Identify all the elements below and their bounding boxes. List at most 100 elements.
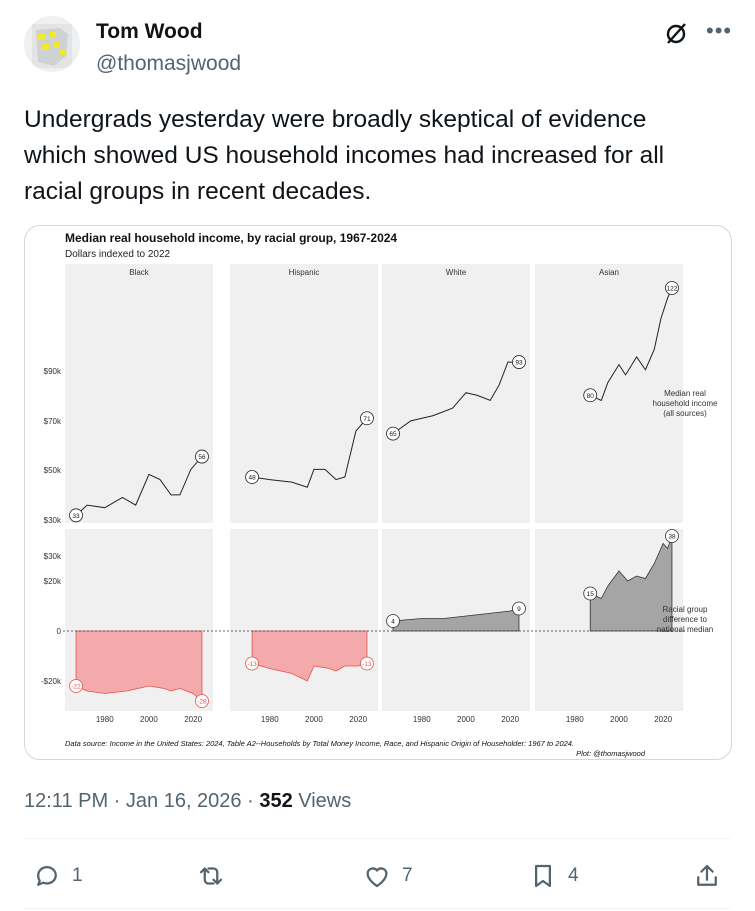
xtick-white-1980: 1980 [413,715,431,724]
xtick-asian-2020: 2020 [654,715,672,724]
timestamp[interactable]: 12:11 PM · Jan 16, 2026 · [24,790,260,812]
author-name[interactable]: Tom Wood [96,20,203,43]
tweet-text: Undergrads yesterday were broadly skepti… [24,106,665,205]
panel-bottom-hispanic [230,529,378,711]
reply-button[interactable]: 1 [32,858,83,894]
gap-label-asian-end: 38 [668,534,676,541]
income-label-circle-asian-end [665,281,679,295]
income-label-asian-end: 122 [667,286,678,293]
gap-label-circle-black-start [69,679,83,693]
chart-title: Median real household income, by racial … [65,231,397,245]
gap-label-circle-hispanic-start [245,656,259,671]
share-icon [697,864,717,886]
gap-label-hispanic-start: -13 [247,661,257,668]
panel-strip-white: White [446,268,467,277]
gap-label-black-start: -22 [71,684,81,691]
ytick-bottom-20k: $20k [44,577,62,586]
grok-icon[interactable] [662,20,690,48]
ytick-bottom-neg20k: -$20k [41,677,62,686]
gap-label-white-end: 9 [517,606,521,613]
gap-area-white [392,607,520,632]
tweet-media-chart[interactable]: Median real household income, by racial … [24,225,732,760]
ytick-top-50k: $50k [44,466,62,475]
xtick-black-1980: 1980 [96,715,114,724]
income-line-white [392,361,519,435]
panel-strip-asian: Asian [599,268,619,277]
reply-icon [37,866,57,886]
row2-label-1: Racial group [663,605,708,614]
ytick-top-90k: $90k [44,367,62,376]
row1-label-3: (all sources) [663,409,707,418]
avatar[interactable] [24,16,80,72]
income-label-circle-black-end [195,449,209,464]
xtick-asian-1980: 1980 [566,715,584,724]
panel-strip-black: Black [129,268,150,277]
gap-label-hispanic-end: -13 [362,661,372,668]
gap-label-circle-hispanic-end [360,656,374,671]
panel-top-white [382,264,530,523]
views-count: 352 [259,790,293,812]
income-label-hispanic-start: 48 [248,475,256,482]
reply-count: 1 [72,865,83,886]
xtick-asian-2000: 2000 [610,715,628,724]
row2-label-3: national median [657,625,713,634]
income-label-circle-hispanic-end [360,411,374,426]
xtick-hispanic-2020: 2020 [349,715,367,724]
divider [24,838,730,839]
gap-label-circle-asian-end [665,529,679,543]
gap-label-circle-white-start [386,614,400,628]
chart-svg: Median real household income, by racial … [41,231,718,758]
bookmark-icon [535,864,551,888]
gap-label-black-end: -28 [197,699,207,706]
chart-subtitle: Dollars indexed to 2022 [65,249,171,260]
tweet-meta: 12:11 PM · Jan 16, 2026 · 352 Views [24,790,351,813]
income-label-hispanic-end: 71 [363,416,371,423]
row1-label-2: household income [653,399,718,408]
income-label-circle-asian-start [583,388,598,403]
chart-footnote: Data source: Income in the United States… [65,739,574,748]
ytick-bottom-0: 0 [57,627,62,636]
xtick-white-2020: 2020 [501,715,519,724]
heart-icon [366,867,388,888]
income-label-circle-black-start [69,508,83,523]
repost-button[interactable] [196,858,236,894]
like-count: 7 [402,865,413,886]
income-line-asian [590,287,673,402]
more-icon[interactable]: ••• [706,18,733,43]
income-label-black-start: 33 [72,513,80,520]
income-label-black-end: 56 [198,454,206,461]
chart-credit: Plot: @thomasjwood [576,749,646,758]
ytick-top-70k: $70k [44,417,62,426]
panel-strip-hispanic: Hispanic [289,268,320,277]
repost-icon [199,867,223,885]
gap-label-asian-start: 15 [587,591,595,598]
xtick-white-2000: 2000 [457,715,475,724]
panel-top-hispanic [230,264,378,523]
row1-label-1: Median real [664,389,706,398]
divider [24,908,730,909]
income-label-white-start: 65 [389,431,397,438]
author-handle[interactable]: @thomasjwood [96,52,242,75]
like-button[interactable]: 7 [362,858,413,894]
xtick-black-2000: 2000 [140,715,158,724]
income-label-asian-start: 80 [587,393,595,400]
income-line-hispanic [252,417,368,488]
xtick-black-2020: 2020 [184,715,202,724]
xtick-hispanic-1980: 1980 [261,715,279,724]
ytick-top-30k: $30k [44,516,62,525]
income-label-circle-white-end [512,355,526,369]
income-label-circle-white-start [386,426,400,441]
ytick-bottom-30k: $30k [44,552,62,561]
gap-label-circle-asian-start [583,586,598,601]
row2-label-2: difference to [663,615,707,624]
share-button[interactable] [692,858,722,894]
panel-top-asian [535,264,683,523]
gap-label-circle-white-end [512,601,526,616]
gap-label-circle-black-end [195,694,209,708]
xtick-hispanic-2000: 2000 [305,715,323,724]
bookmark-count: 4 [568,865,579,886]
income-line-black [75,456,203,516]
gap-label-white-start: 4 [391,619,395,626]
bookmark-button[interactable]: 4 [528,858,579,894]
income-label-circle-hispanic-start [245,470,259,484]
